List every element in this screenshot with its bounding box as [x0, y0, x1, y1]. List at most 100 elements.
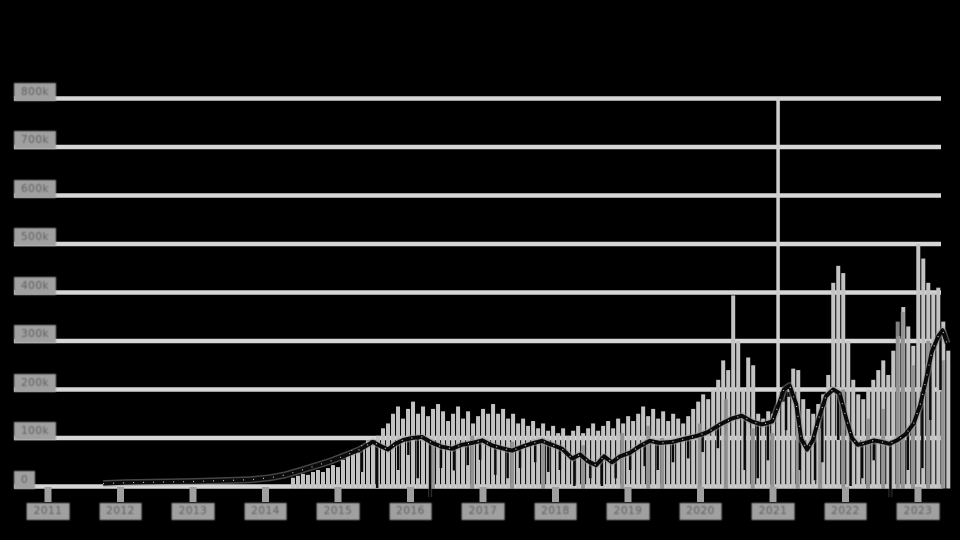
volume-bar — [921, 258, 926, 489]
volume-bar — [531, 421, 536, 489]
volume-bar — [726, 370, 731, 489]
volume-bar — [826, 374, 831, 489]
volume-bar — [711, 389, 716, 489]
volume-bar — [341, 459, 346, 489]
volume-bar — [741, 389, 746, 489]
volume-bar-dark — [470, 435, 475, 489]
volume-bar-dark — [620, 433, 625, 489]
volume-bar — [290, 477, 295, 489]
volume-bar — [591, 423, 596, 489]
volume-bar — [320, 471, 325, 489]
x-tick — [407, 487, 414, 502]
volume-bar — [300, 473, 305, 489]
volume-bar — [386, 423, 391, 489]
x-tick — [842, 487, 849, 502]
volume-bar — [606, 421, 611, 489]
volume-bar — [856, 394, 861, 489]
volume-bar — [706, 399, 711, 489]
volume-bar — [561, 428, 566, 489]
wicks-group — [360, 333, 942, 498]
volume-bar-dark — [646, 425, 651, 489]
volume-bar — [325, 468, 330, 489]
x-tick — [914, 487, 922, 502]
volume-bar — [781, 401, 786, 489]
volume-bar — [946, 350, 951, 489]
volume-bar-dark — [841, 389, 846, 489]
volume-bar — [330, 465, 335, 489]
volume-bar — [641, 406, 646, 489]
x-tick — [769, 487, 777, 502]
volume-bar — [426, 416, 431, 489]
volume-bar-dark — [541, 438, 546, 489]
volume-bar — [936, 287, 941, 489]
volume-bar-dark — [900, 311, 905, 489]
volume-bar — [381, 428, 386, 489]
volume-bar — [481, 408, 486, 489]
volume-bar-dark — [660, 438, 665, 489]
volume-bar — [336, 467, 340, 489]
volume-bar — [586, 428, 591, 489]
x-tick — [117, 487, 124, 502]
volume-bar — [401, 418, 406, 489]
volume-bar — [786, 396, 791, 489]
volume-bar — [346, 454, 351, 489]
x-tick — [44, 487, 52, 502]
volume-bar — [836, 265, 841, 489]
volume-bar — [916, 244, 921, 489]
volume-bar — [751, 365, 756, 489]
volume-bar — [536, 428, 541, 489]
volume-bar-dark — [865, 418, 870, 489]
volume-bar — [441, 411, 446, 489]
volume-bar — [596, 430, 601, 489]
volume-bar — [631, 421, 636, 489]
volume-bar — [566, 435, 571, 489]
volume-bar — [366, 440, 371, 489]
volume-bar — [871, 379, 876, 489]
volume-bar — [371, 442, 376, 489]
volume-bar — [351, 450, 356, 489]
volume-bar — [681, 423, 686, 489]
volume-bar — [691, 408, 696, 489]
price-line-speckles — [103, 329, 948, 485]
x-tick — [479, 487, 487, 502]
volume-bar — [411, 401, 416, 489]
volume-bar — [295, 475, 300, 489]
volume-bar — [356, 452, 361, 489]
volume-bar-dark — [795, 413, 800, 489]
volume-bar — [931, 292, 936, 489]
x-tick — [624, 487, 632, 502]
volume-bar — [636, 413, 641, 489]
volume-bar — [886, 374, 891, 489]
volume-bar — [666, 421, 671, 489]
x-tick — [334, 487, 342, 502]
volume-bar-dark — [926, 341, 931, 489]
x-ticks-group — [44, 487, 922, 502]
volume-bar-dark — [940, 360, 945, 489]
volume-bar — [496, 413, 501, 489]
volume-bar-dark — [723, 399, 728, 489]
volume-bar — [846, 341, 851, 489]
volume-bars-dark-group — [430, 311, 945, 489]
x-tick — [189, 487, 197, 502]
volume-bar — [831, 282, 836, 489]
volume-bar — [476, 416, 481, 489]
volume-bar — [611, 428, 616, 489]
volume-bar — [616, 418, 621, 489]
volume-bar-dark — [750, 428, 755, 489]
volume-bar — [391, 413, 396, 489]
volume-bar — [876, 370, 881, 489]
volume-bar — [526, 425, 531, 489]
x-tick — [262, 487, 269, 502]
volume-bar — [421, 406, 426, 489]
volume-bar — [651, 408, 656, 489]
volume-bar-dark — [770, 433, 775, 489]
volume-bar — [891, 350, 896, 489]
volume-bar — [811, 413, 816, 489]
volume-bar-dark — [881, 408, 886, 489]
volume-bar — [486, 413, 491, 489]
volume-bar — [731, 295, 736, 489]
volume-bar — [761, 418, 766, 489]
volume-bar — [791, 368, 796, 489]
